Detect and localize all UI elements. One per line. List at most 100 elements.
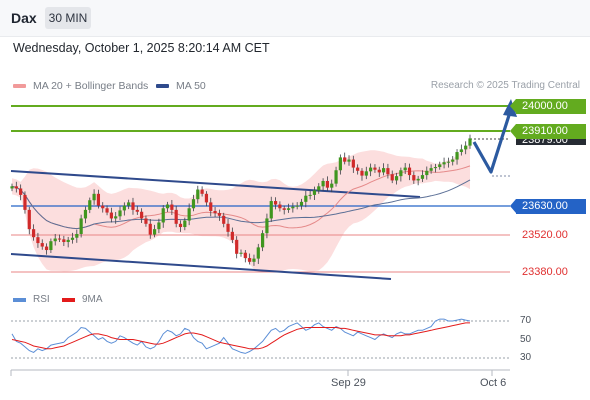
candle-body <box>347 159 351 162</box>
price-label-support-1: 23520.00 <box>516 228 586 243</box>
candle-body <box>44 246 49 251</box>
candle-body <box>269 201 273 219</box>
price-label-pointer <box>510 99 516 113</box>
price-label-text: 23520.00 <box>522 229 568 241</box>
candle-body <box>420 175 425 179</box>
candle-body <box>282 208 286 210</box>
candle-body <box>343 157 347 162</box>
candle-body <box>312 190 317 195</box>
candle-body <box>200 189 204 194</box>
candle-body <box>455 152 459 160</box>
candle-body <box>75 233 79 238</box>
channel-lower-line <box>10 253 392 280</box>
candle-body <box>204 193 209 203</box>
candle-body <box>222 215 226 224</box>
candle-body <box>170 204 174 210</box>
candle-body <box>317 186 321 191</box>
candle-body <box>96 193 101 206</box>
candle-body <box>118 210 122 217</box>
candle-body <box>429 168 433 171</box>
candle-body <box>239 252 243 254</box>
candle-body <box>438 164 442 168</box>
legend-swatch <box>13 297 26 302</box>
candle-body <box>122 205 126 211</box>
candle-body <box>243 252 247 259</box>
candle-body <box>308 194 312 196</box>
candle-body <box>403 167 407 171</box>
candles-group <box>10 134 472 266</box>
candle-body <box>217 213 221 216</box>
channel-upper-line <box>10 170 421 198</box>
price-label-text: 23879.00 <box>522 134 568 145</box>
candle-body <box>152 229 157 235</box>
candle-body <box>40 243 44 247</box>
legend-ma50: MA 50 <box>156 80 206 92</box>
candle-body <box>140 211 144 219</box>
candle-body <box>338 157 342 171</box>
candle-body <box>79 218 83 234</box>
forecast-arrow <box>472 108 513 174</box>
price-label-text: 23630.00 <box>522 200 568 212</box>
candle-body <box>32 229 36 238</box>
candle-body <box>356 167 360 171</box>
ma50-line <box>11 179 471 230</box>
candle-body <box>390 174 394 181</box>
candle-body <box>364 171 368 176</box>
bollinger-band <box>12 142 470 273</box>
candle-body <box>394 176 399 181</box>
rsi-ma-line <box>11 322 470 350</box>
candle-body <box>451 159 455 162</box>
candle-body <box>299 201 304 206</box>
candle-body <box>53 238 57 242</box>
candle-body <box>386 168 390 175</box>
candle-body <box>412 175 416 181</box>
candle-body <box>425 170 429 176</box>
candle-body <box>230 231 234 240</box>
price-label-support-2: 23380.00 <box>516 265 586 280</box>
candle-body <box>381 168 386 173</box>
candle-body <box>351 159 355 168</box>
candle-body <box>165 204 170 209</box>
candle-body <box>464 145 468 150</box>
candle-body <box>278 204 282 209</box>
price-label-target-1: 23910.00 <box>510 124 586 139</box>
rsi-line <box>11 318 471 354</box>
candle-body <box>468 138 472 146</box>
candle-body <box>10 186 14 189</box>
candle-body <box>105 208 109 213</box>
timeframe-button[interactable]: 30 MIN <box>45 7 91 29</box>
legend-swatch <box>62 297 75 302</box>
candle-body <box>66 239 70 243</box>
candle-body <box>191 199 196 209</box>
candle-body <box>161 208 165 223</box>
candle-body <box>265 218 269 234</box>
legend-ma20-bollinger: MA 20 + Bollinger Bands <box>13 80 148 92</box>
candle-body <box>226 223 230 232</box>
candle-body <box>286 208 291 210</box>
candle-body <box>373 167 377 170</box>
price-label-text: 23380.00 <box>522 266 568 278</box>
candle-body <box>127 202 131 206</box>
candle-body <box>442 162 446 165</box>
candle-body <box>57 238 62 240</box>
candle-body <box>446 161 450 163</box>
candle-body <box>235 239 239 254</box>
legend-swatch <box>156 84 169 88</box>
candle-body <box>135 209 139 212</box>
candle-body <box>92 193 96 201</box>
symbol-label: Dax <box>11 10 37 26</box>
candle-body <box>157 222 161 230</box>
candle-body <box>325 180 330 188</box>
legend-ma20-bollinger-label: MA 20 + Bollinger Bands <box>33 80 149 92</box>
x-tick-sep29: Sep 29 <box>331 377 366 389</box>
candle-body <box>360 170 364 176</box>
candle-body <box>148 223 152 235</box>
candle-body <box>369 167 373 172</box>
candle-body <box>399 170 403 177</box>
legend-rsi: RSI <box>13 294 50 305</box>
legend-rsi-label: RSI <box>33 294 50 305</box>
x-tick-oct6: Oct 6 <box>480 377 507 389</box>
candle-body <box>19 188 23 195</box>
candle-body <box>70 237 75 240</box>
